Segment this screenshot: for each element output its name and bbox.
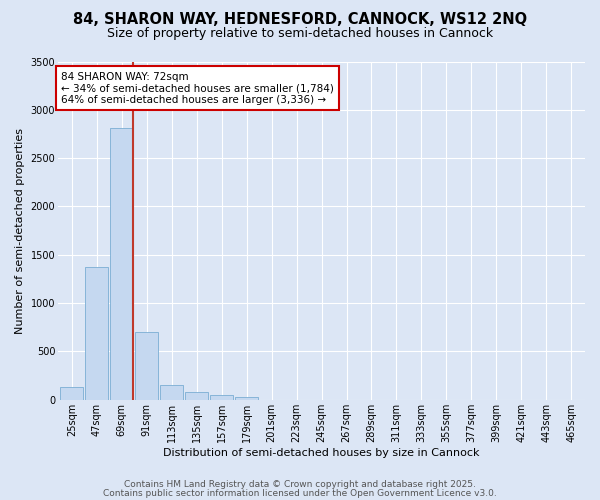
Bar xyxy=(61,387,83,400)
Bar xyxy=(185,392,208,400)
Text: 84 SHARON WAY: 72sqm
← 34% of semi-detached houses are smaller (1,784)
64% of se: 84 SHARON WAY: 72sqm ← 34% of semi-detac… xyxy=(61,72,334,105)
Text: Contains public sector information licensed under the Open Government Licence v3: Contains public sector information licen… xyxy=(103,488,497,498)
Y-axis label: Number of semi-detached properties: Number of semi-detached properties xyxy=(15,128,25,334)
Bar xyxy=(85,268,108,400)
Bar xyxy=(235,397,258,400)
Bar xyxy=(135,332,158,400)
Bar xyxy=(210,396,233,400)
Bar xyxy=(160,385,183,400)
Bar xyxy=(110,128,133,400)
X-axis label: Distribution of semi-detached houses by size in Cannock: Distribution of semi-detached houses by … xyxy=(163,448,480,458)
Text: Size of property relative to semi-detached houses in Cannock: Size of property relative to semi-detach… xyxy=(107,28,493,40)
Text: Contains HM Land Registry data © Crown copyright and database right 2025.: Contains HM Land Registry data © Crown c… xyxy=(124,480,476,489)
Text: 84, SHARON WAY, HEDNESFORD, CANNOCK, WS12 2NQ: 84, SHARON WAY, HEDNESFORD, CANNOCK, WS1… xyxy=(73,12,527,28)
